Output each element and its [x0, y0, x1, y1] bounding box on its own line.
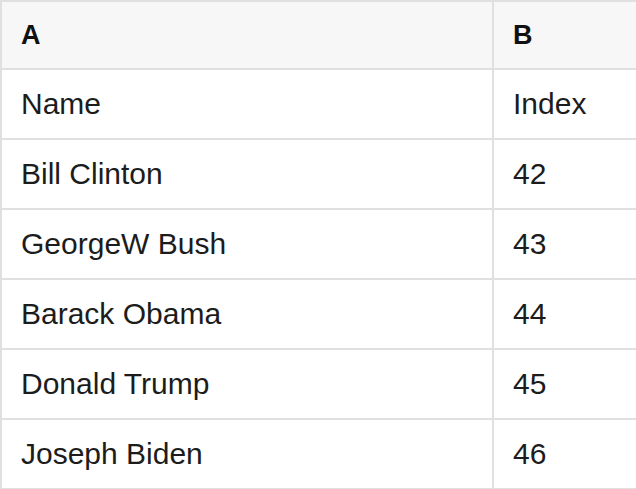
- cell-name[interactable]: Donald Trump: [2, 350, 494, 418]
- cell-name-header[interactable]: Name: [2, 70, 494, 138]
- table-row: Name Index: [2, 70, 636, 140]
- cell-name[interactable]: Joseph Biden: [2, 420, 494, 488]
- cell-index[interactable]: 42: [494, 140, 636, 208]
- table-row: GeorgeW Bush 43: [2, 210, 636, 280]
- cell-index[interactable]: 44: [494, 280, 636, 348]
- cell-index[interactable]: 45: [494, 350, 636, 418]
- table-header-row: A B: [2, 2, 636, 70]
- spreadsheet-table: A B Name Index Bill Clinton 42 GeorgeW B…: [0, 0, 636, 489]
- table-row: Barack Obama 44: [2, 280, 636, 350]
- cell-name[interactable]: Bill Clinton: [2, 140, 494, 208]
- column-header-b[interactable]: B: [494, 2, 636, 68]
- table-row: Joseph Biden 46: [2, 420, 636, 489]
- column-header-a[interactable]: A: [2, 2, 494, 68]
- cell-index-header[interactable]: Index: [494, 70, 636, 138]
- cell-name[interactable]: Barack Obama: [2, 280, 494, 348]
- table-row: Bill Clinton 42: [2, 140, 636, 210]
- table-row: Donald Trump 45: [2, 350, 636, 420]
- cell-index[interactable]: 46: [494, 420, 636, 488]
- cell-name[interactable]: GeorgeW Bush: [2, 210, 494, 278]
- cell-index[interactable]: 43: [494, 210, 636, 278]
